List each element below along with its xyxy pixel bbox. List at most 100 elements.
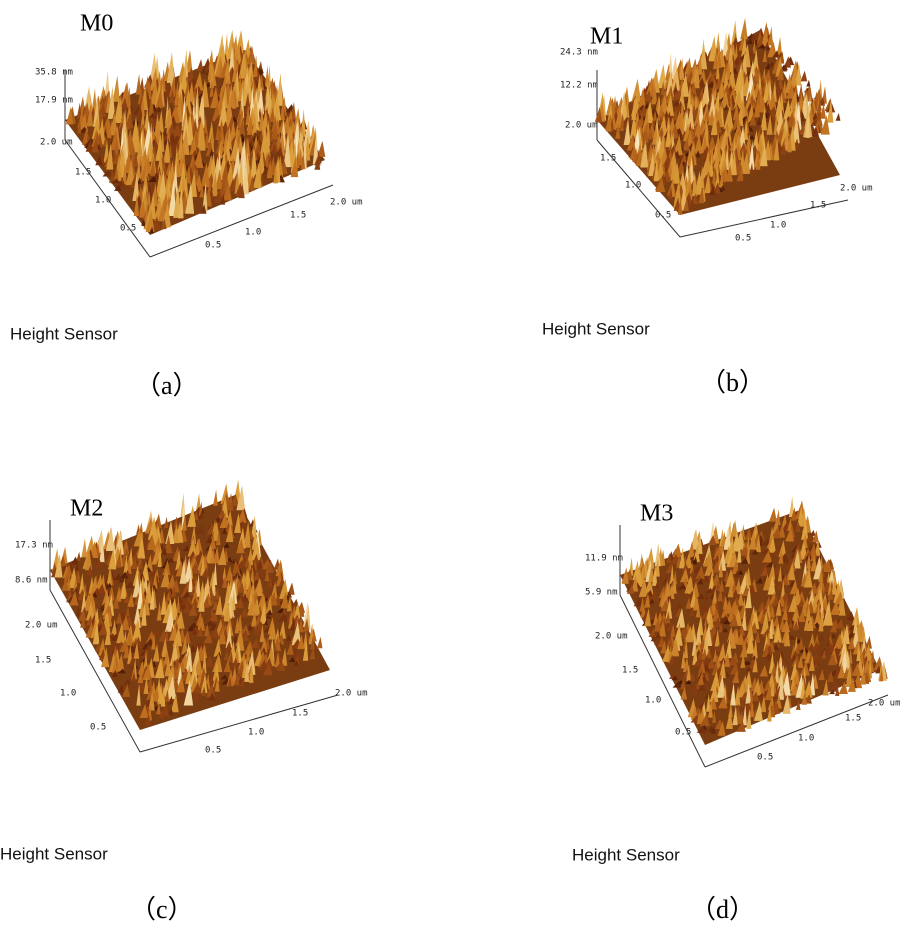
surface-peak [203,115,208,134]
surface-peak [619,117,624,131]
surface-peak [165,520,175,545]
surface-peak [143,675,149,694]
surface-peak [104,624,111,646]
surface-peak [241,162,249,195]
surface-peak [188,622,198,629]
surface-peak [254,138,261,157]
surface-peak [657,63,667,89]
surface-peak [779,615,785,630]
surface-peak [123,592,130,603]
surface-peak [742,703,747,726]
surface-peak [727,579,734,598]
surface-peak [862,644,872,662]
surface-peak [640,121,651,138]
surface-peak [294,654,300,665]
surface-peak [237,660,246,674]
surface-peak [772,527,781,539]
surface-peak [806,79,811,87]
surface-peak [289,621,295,631]
surface-peak [700,84,708,109]
surface-peak [185,664,192,684]
surface-peak [278,620,286,639]
surface-peak [190,690,201,702]
surface-peak [819,103,826,119]
surface-peak [157,546,162,568]
surface-peak [199,204,207,214]
surface-peak [204,129,209,149]
sensor-label: Height Sensor [0,844,108,863]
surface-peak [831,575,837,595]
surface-peak [220,193,226,205]
surface-peak [312,130,319,165]
surface-peak [722,83,731,96]
surface-peak [740,652,746,668]
surface-peak [879,667,884,682]
surface-peak [183,544,190,551]
z-tick-label: 8.6 nm [15,576,48,586]
surface-peak [787,517,793,531]
sensor-label: Height Sensor [10,324,118,343]
surface-peak [173,185,181,218]
surface-peak [718,550,727,571]
surface-peak [172,626,183,647]
surface-peak [168,179,177,217]
surface-peak [744,527,753,540]
surface-peak [112,669,118,678]
surface-peak [160,547,168,555]
surface-peak [105,582,113,589]
surface-peak [178,186,184,219]
surface-peak [106,565,112,586]
surface-peak [116,653,125,672]
surface-peak [215,528,221,546]
surface-peak [122,683,131,697]
surface-peak [800,677,806,699]
surface-peak [268,622,277,640]
surface-peak [701,133,708,153]
surface-peak [144,580,152,604]
surface-peak [221,84,229,109]
surface-peak [111,657,118,673]
surface-peak [160,568,171,588]
surface-peak [725,638,732,659]
surface-peak [223,658,231,673]
surface-peak [716,53,722,69]
surface-peak [773,703,780,714]
surface-peak [689,606,695,617]
surface-peak [184,557,192,583]
surface-peak [136,683,141,706]
surface-peak [238,118,246,136]
surface-peak [115,553,122,568]
surface-peak [292,648,298,658]
surface-peak [672,106,679,121]
sensor-label: Height Sensor [572,845,680,864]
surface-peak [196,616,206,631]
surface-peak [698,68,707,85]
y-tick-label: 1.0 [95,196,111,206]
surface-peak [687,540,695,558]
surface-peak [782,98,792,122]
surface-peak [253,162,262,189]
x-tick-label: 0.5 [757,753,773,763]
surface-peak [686,130,693,147]
surface-peak [650,635,657,642]
surface-peak [138,557,143,570]
surface-peak [187,505,196,527]
y-tick-label: 0.5 [675,728,691,738]
surface-peak [232,634,238,643]
surface-peak [762,47,767,62]
surface-peak [242,579,248,598]
surface-peak [742,584,749,596]
y-axis [49,589,141,753]
surface-peak [704,107,709,122]
surface-peak [716,675,726,698]
surface-peak [764,685,772,701]
surface-peak [188,567,193,593]
surface-peak [117,668,126,674]
surface-peak [213,546,220,564]
surface-peak [756,577,763,584]
surface-peak [229,493,239,507]
surface-peak [122,163,127,185]
surface-peak [708,644,715,655]
surface-peak [145,209,155,233]
surface-peak [697,666,704,678]
